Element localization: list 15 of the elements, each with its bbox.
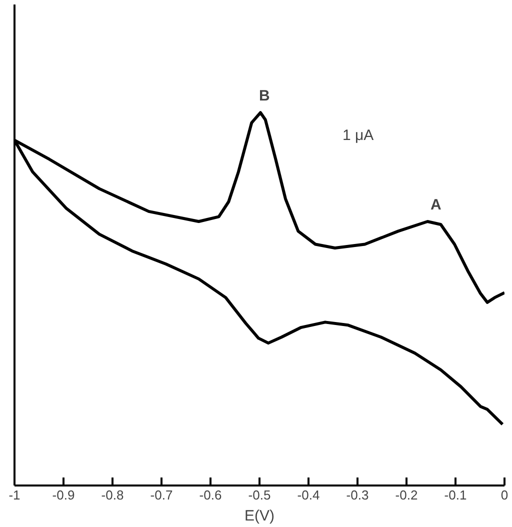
annotation: A (430, 196, 442, 214)
x-tick-label: -0.6 (199, 488, 222, 502)
x-tick-label: -0.7 (150, 488, 173, 502)
annotation: 1 μA (342, 127, 374, 144)
x-tick-label: 0 (500, 488, 508, 502)
x-tick-label: -0.5 (248, 488, 271, 502)
x-tick-label: -0.9 (52, 488, 75, 502)
annotation: B (258, 88, 270, 105)
x-axis-title: E(V) (244, 508, 275, 524)
x-tick-label: -0.8 (101, 488, 124, 502)
x-tick-label: -0.2 (395, 488, 418, 502)
x-tick-label: -1 (8, 488, 20, 502)
x-tick-label: -0.4 (297, 488, 320, 502)
x-tick-label: -0.3 (346, 488, 369, 502)
x-tick-label: -0.1 (444, 488, 467, 502)
